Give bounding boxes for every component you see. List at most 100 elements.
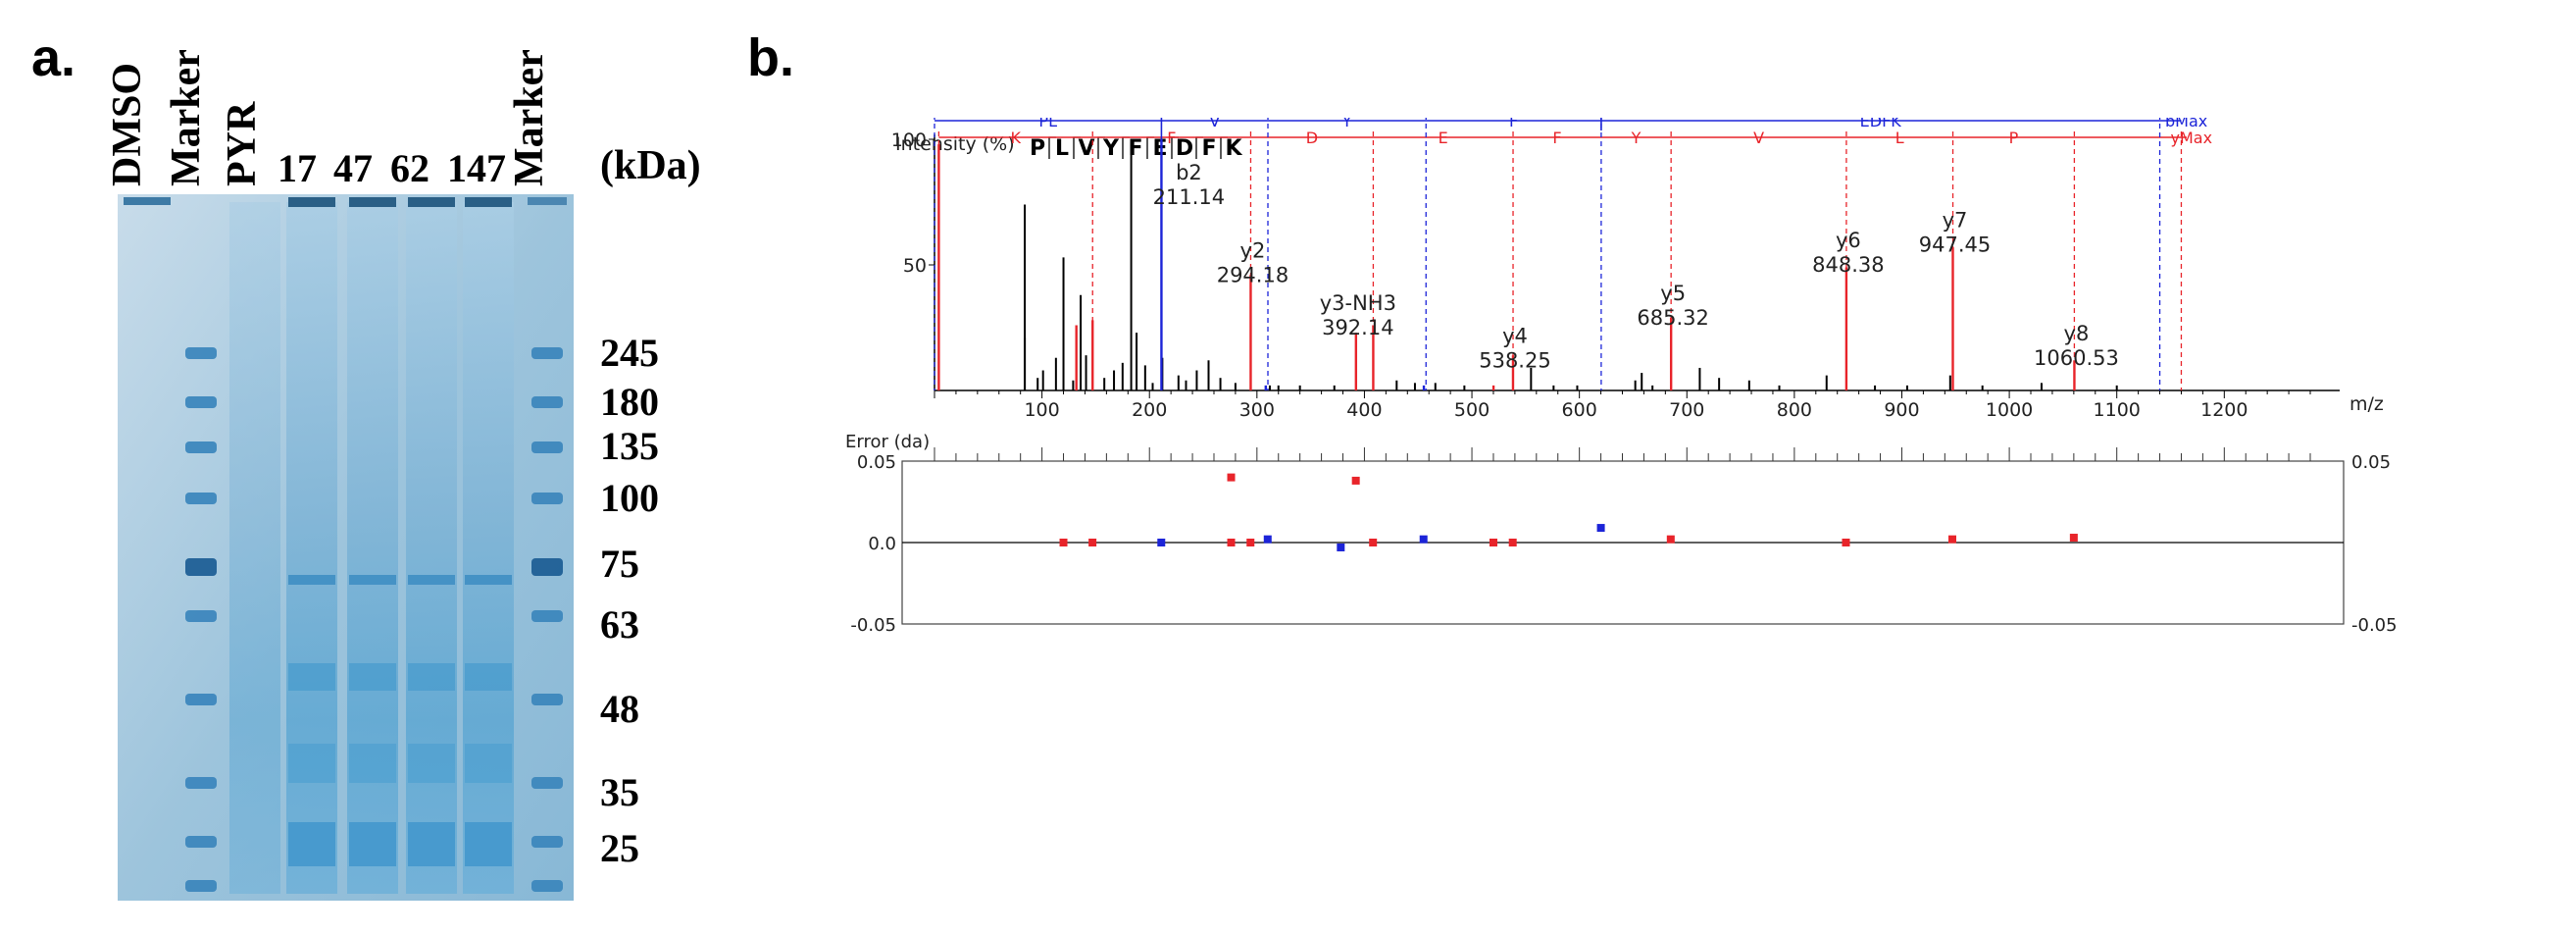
x-tick-label: 700 [1669,399,1704,421]
lane-label: PYR [220,101,265,186]
marker-band [531,836,563,848]
marker-band [185,441,217,453]
peptide-residue: K [1225,136,1242,161]
marker-band [531,493,563,504]
peak-label: y5 [1660,282,1686,305]
y-ion-label: F [1552,129,1561,147]
protein-band [465,575,512,585]
peak-mz-label: 685.32 [1637,306,1708,330]
y-ion-label: F [1167,129,1176,147]
protein-band [288,744,335,783]
protein-band [288,663,335,691]
x-tick-label: 900 [1884,399,1919,421]
panel-b-label: b. [747,28,794,87]
x-tick-label: 1000 [1986,399,2033,421]
protein-band [349,744,396,783]
error-point [1263,535,1272,544]
mw-marker-label: 63 [600,602,639,647]
error-point [1842,539,1850,546]
protein-band [465,663,512,691]
error-point [1351,476,1360,485]
error-point [1246,539,1255,546]
protein-band [465,744,512,783]
peptide-residue: P [1030,136,1045,161]
well-band [465,197,512,207]
mw-marker-label: 35 [600,770,639,814]
y-ion-label: K [1011,129,1022,147]
ms-ms-spectrum-chart: 100 200 300 400 500 600 700 800 900 1000 1100 1200 m… [845,118,2398,636]
peptide-residue: D [1176,136,1193,161]
x-tick-label: 400 [1346,399,1382,421]
panel-a-label: a. [31,28,76,87]
marker-band [185,880,217,892]
protein-band [408,744,455,783]
error-y-tick-label-right: 0.05 [2351,452,2391,473]
peak-label: y2 [1240,238,1266,262]
protein-band [349,575,396,585]
peptide-residue: L [1055,136,1069,161]
b-ion-label: Y [1341,118,1352,130]
x-axis-title: m/z [2349,393,2384,415]
error-point [1948,535,1957,544]
mw-marker-label: 25 [600,826,639,870]
y-tick-label: 50 [903,255,927,277]
x-tick-label: 800 [1777,399,1812,421]
lane-label: Marker [164,49,209,186]
peak-label: y3-NH3 [1320,291,1396,315]
gel-lane [347,202,398,894]
error-point [1508,539,1517,546]
peptide-residue: F [1201,136,1216,161]
gel-lane [463,202,514,894]
lane-label: DMSO [105,63,150,186]
error-y-tick-label: -0.05 [850,615,896,636]
marker-band [531,396,563,408]
x-tick-label: 1200 [2200,399,2248,421]
peak-mz-label: 1060.53 [2034,346,2119,370]
mw-marker-label: 75 [600,542,639,586]
x-tick-label: 600 [1562,399,1597,421]
error-y-tick-label: 0.0 [868,534,896,554]
error-point [1596,524,1605,533]
marker-band [531,558,563,576]
gel-lane [406,202,457,894]
marker-band [185,610,217,622]
marker-band [531,610,563,622]
y-ion-label: E [1439,129,1448,147]
error-point [1489,539,1497,546]
peak-mz-label: 294.18 [1217,263,1288,286]
lane-label: Marker [507,49,552,186]
peak-mz-label: 538.25 [1479,348,1550,372]
x-tick-label: 500 [1454,399,1490,421]
protein-band [288,822,335,866]
protein-band [349,822,396,866]
error-point [1337,543,1345,551]
peptide-residue: Y [1102,136,1120,161]
lane-label: 47 [333,146,373,190]
y-ion-label: V [1753,129,1764,147]
marker-band [185,836,217,848]
b-ion-label: V [1209,118,1220,130]
marker-band [185,777,217,789]
y-ion-label: P [2009,129,2019,147]
well-band [528,197,567,205]
protein-band [408,822,455,866]
error-point [2069,534,2078,543]
protein-band [349,663,396,691]
marker-band [531,880,563,892]
lane-label: 147 [447,146,506,190]
b-ion-label: PL [1038,118,1057,130]
marker-band [185,558,217,576]
peak-label: y6 [1836,229,1861,252]
peak-label: y8 [2064,322,2090,345]
y-ion-label: D [1306,129,1318,147]
mw-marker-label: 48 [600,687,639,731]
marker-band [185,694,217,705]
protein-band [408,663,455,691]
x-tick-label: 1100 [2094,399,2141,421]
peak-mz-label: 947.45 [1919,234,1991,257]
b-ion-label: bMax [2165,118,2207,130]
error-point [1666,535,1675,544]
well-band [408,197,455,207]
y-tick-label: 100 [891,130,927,151]
error-point [1227,539,1236,546]
